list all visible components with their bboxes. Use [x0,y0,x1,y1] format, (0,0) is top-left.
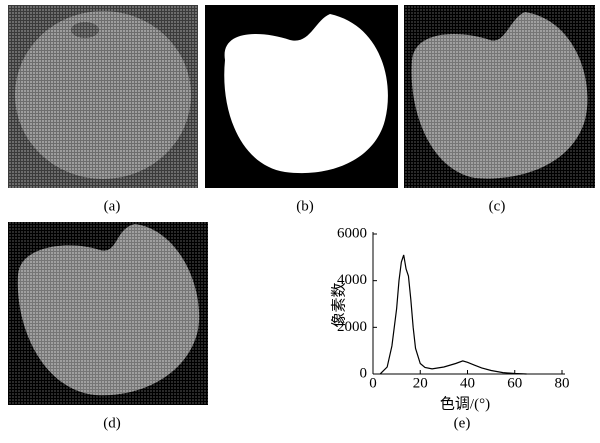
x-tick-label: 20 [413,375,428,391]
image-a [8,5,198,188]
panel-label: (c) [489,198,506,214]
chart: 色调/(°) 像素数 0 2000 4000 6000 0 20 40 60 80 [330,225,569,412]
image-b [205,5,398,188]
y-axis-label: 像素数 [330,282,347,327]
x-tick-label: 80 [555,375,570,391]
x-tick-label: 40 [460,375,475,391]
y-tick-label: 0 [360,365,368,381]
y-tick-label: 2000 [337,319,367,335]
panel-label: (b) [296,198,314,214]
x-tick-label: 60 [507,375,522,391]
panel-label: (d) [103,415,121,431]
panel-label: (e) [454,415,471,431]
panel-label: (a) [104,198,121,214]
y-tick-label: 6000 [337,225,367,241]
image-d [8,222,208,405]
x-tick-label: 0 [369,375,377,391]
y-tick-label: 4000 [337,272,367,288]
image-c [404,5,595,188]
x-axis-label: 色调/(°) [440,395,490,412]
line-series [379,254,527,375]
